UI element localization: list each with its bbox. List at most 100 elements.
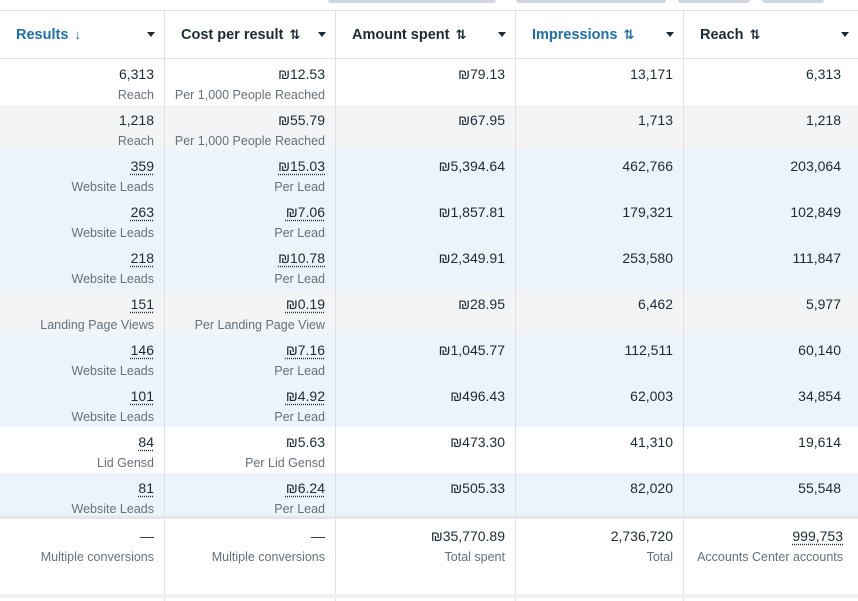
impressions-value: 82,020	[630, 480, 673, 496]
table-row[interactable]: 263 Website Leads ₪7.06 Per Lead ₪1,857.81 17…	[0, 197, 858, 243]
column-dropdown-icon[interactable]	[147, 31, 155, 37]
results-label: Website Leads	[71, 410, 154, 424]
table-row[interactable]: 6,313 Reach ₪12.53 Per 1,000 People Reached…	[0, 59, 858, 105]
reach-cell: 102,849	[684, 197, 858, 243]
cost-label: Per Lead	[274, 364, 325, 378]
sort-icon[interactable]: ⇅	[455, 26, 467, 42]
reach-value: 60,140	[798, 342, 841, 358]
results-value[interactable]: 263	[130, 204, 154, 220]
spent-cell: ₪473.30	[336, 427, 516, 473]
top-tab-4[interactable]	[762, 0, 824, 3]
results-value[interactable]: 151	[130, 296, 154, 312]
spent-value: ₪5,394.64	[438, 158, 505, 174]
column-header-reach[interactable]: Reach ⇅	[684, 11, 858, 58]
reach-value: 55,548	[798, 480, 841, 496]
impressions-cell: 62,003	[516, 381, 684, 427]
reach-value: 5,977	[805, 296, 841, 312]
reach-value: 111,847	[792, 250, 841, 266]
results-value: 1,218	[118, 112, 154, 128]
table-header: Results ↓ Cost per result ⇅ Amount spent…	[0, 10, 858, 59]
results-value[interactable]: 146	[130, 342, 154, 358]
cost-value[interactable]: ₪0.19	[285, 296, 325, 312]
column-header-cost-per-result[interactable]: Cost per result ⇅	[165, 11, 336, 58]
reach-cell: 1,218	[684, 105, 858, 151]
column-header-results[interactable]: Results ↓	[0, 11, 165, 58]
results-label: Reach	[117, 88, 154, 102]
top-tab-1[interactable]	[328, 0, 496, 3]
spent-value: ₪67.95	[458, 112, 505, 128]
column-dropdown-icon[interactable]	[666, 31, 674, 37]
reach-cell: 60,140	[684, 335, 858, 381]
cost-value: ₪5.63	[285, 434, 325, 450]
ads-reporting-table: Results ↓ Cost per result ⇅ Amount spent…	[0, 10, 858, 519]
top-tab-2[interactable]	[516, 0, 666, 3]
table-row[interactable]: 359 Website Leads ₪15.03 Per Lead ₪5,394.64 4…	[0, 151, 858, 197]
cost-cell: ₪6.24 Per Lead	[165, 473, 336, 519]
table-row[interactable]: 218 Website Leads ₪10.78 Per Lead ₪2,349.91 2…	[0, 243, 858, 289]
sort-icon[interactable]: ⇅	[749, 26, 761, 42]
table-row[interactable]: 84 Lid Gensd ₪5.63 Per Lid Gensd ₪473.30 41,3…	[0, 427, 858, 473]
results-label: Website Leads	[71, 180, 154, 194]
column-dropdown-icon[interactable]	[318, 31, 326, 37]
results-value[interactable]: 359	[130, 158, 154, 174]
cost-value[interactable]: ₪7.16	[285, 342, 325, 358]
table-row[interactable]: 101 Website Leads ₪4.92 Per Lead ₪496.43 62,0…	[0, 381, 858, 427]
column-dropdown-icon[interactable]	[498, 31, 506, 37]
total-impressions-value: 2,736,720	[610, 528, 673, 544]
results-value[interactable]: 84	[138, 434, 154, 450]
spent-value: ₪28.95	[458, 296, 505, 312]
impressions-value: 6,462	[637, 296, 673, 312]
cost-cell: ₪7.06 Per Lead	[165, 197, 336, 243]
reach-value: 6,313	[805, 66, 841, 82]
column-dropdown-icon[interactable]	[841, 31, 849, 37]
spent-cell: ₪2,349.91	[336, 243, 516, 289]
table-row[interactable]: 81 Website Leads ₪6.24 Per Lead ₪505.33 82,02…	[0, 473, 858, 519]
impressions-cell: 6,462	[516, 289, 684, 335]
results-label: Landing Page Views	[40, 318, 154, 332]
cost-value[interactable]: ₪15.03	[278, 158, 325, 174]
spent-value: ₪1,857.81	[438, 204, 505, 220]
cost-label: Per 1,000 People Reached	[174, 88, 325, 102]
top-tab-3[interactable]	[678, 0, 750, 3]
cost-label: Per Landing Page View	[194, 318, 325, 332]
cost-value[interactable]: ₪6.24	[285, 480, 325, 496]
spent-cell: ₪67.95	[336, 105, 516, 151]
impressions-value: 62,003	[630, 388, 673, 404]
results-value[interactable]: 101	[130, 388, 154, 404]
results-value[interactable]: 218	[130, 250, 154, 266]
spent-cell: ₪1,045.77	[336, 335, 516, 381]
results-cell: 101 Website Leads	[0, 381, 165, 427]
reach-cell: 19,614	[684, 427, 858, 473]
cost-cell: ₪15.03 Per Lead	[165, 151, 336, 197]
impressions-cell: 179,321	[516, 197, 684, 243]
total-results-cell: — Multiple conversions	[0, 519, 165, 601]
table-row[interactable]: 151 Landing Page Views ₪0.19 Per Landing Pa…	[0, 289, 858, 335]
column-label: Impressions	[532, 26, 618, 43]
spent-cell: ₪496.43	[336, 381, 516, 427]
table-bottom-edge	[0, 594, 858, 598]
table-body: 6,313 Reach ₪12.53 Per 1,000 People Reached…	[0, 59, 858, 519]
results-value[interactable]: 81	[138, 480, 154, 496]
results-cell: 146 Website Leads	[0, 335, 165, 381]
cost-value[interactable]: ₪10.78	[278, 250, 325, 266]
table-row[interactable]: 1,218 Reach ₪55.79 Per 1,000 People Reached…	[0, 105, 858, 151]
cost-value[interactable]: ₪4.92	[285, 388, 325, 404]
results-label: Website Leads	[71, 364, 154, 378]
reach-value: 102,849	[790, 204, 841, 220]
results-label: Lid Gensd	[97, 456, 154, 470]
impressions-cell: 462,766	[516, 151, 684, 197]
sort-descending-icon[interactable]: ↓	[74, 27, 81, 42]
sort-icon[interactable]: ⇅	[623, 26, 635, 42]
cost-cell: ₪4.92 Per Lead	[165, 381, 336, 427]
cost-value: ₪55.79	[278, 112, 325, 128]
sort-icon[interactable]: ⇅	[289, 26, 301, 42]
reach-value: 203,064	[790, 158, 841, 174]
column-header-amount-spent[interactable]: Amount spent ⇅	[336, 11, 516, 58]
column-header-impressions[interactable]: Impressions ⇅	[516, 11, 684, 58]
cost-value[interactable]: ₪7.06	[285, 204, 325, 220]
spent-cell: ₪28.95	[336, 289, 516, 335]
total-reach-value[interactable]: 999,753	[792, 528, 843, 544]
table-row[interactable]: 146 Website Leads ₪7.16 Per Lead ₪1,045.77 11…	[0, 335, 858, 381]
results-label: Website Leads	[71, 272, 154, 286]
reach-value: 1,218	[805, 112, 841, 128]
